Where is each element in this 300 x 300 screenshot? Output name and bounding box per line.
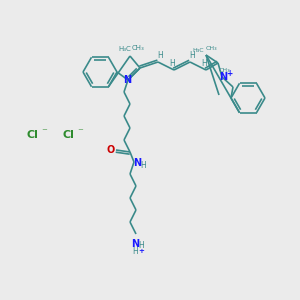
Text: H₃C: H₃C <box>118 46 131 52</box>
Text: H: H <box>140 160 146 169</box>
Text: +: + <box>226 68 232 77</box>
Text: H: H <box>132 247 138 256</box>
Text: N: N <box>131 239 139 249</box>
Text: +: + <box>138 248 144 254</box>
Text: Cl: Cl <box>62 130 74 140</box>
Text: CH₃: CH₃ <box>132 45 144 51</box>
Text: H: H <box>189 52 195 61</box>
Text: H: H <box>169 59 175 68</box>
Text: N: N <box>133 158 141 168</box>
Text: H: H <box>157 52 163 61</box>
Text: CH₃: CH₃ <box>205 46 217 50</box>
Text: Cl: Cl <box>26 130 38 140</box>
Text: H: H <box>201 59 207 68</box>
Text: N: N <box>123 75 131 85</box>
Text: ⁻: ⁻ <box>41 127 47 137</box>
Text: CH₃: CH₃ <box>218 68 230 73</box>
Text: ⁻: ⁻ <box>77 127 83 137</box>
Text: H: H <box>138 241 144 250</box>
Text: H₃C: H₃C <box>192 47 204 52</box>
Text: O: O <box>107 145 115 155</box>
Text: N: N <box>219 72 227 82</box>
